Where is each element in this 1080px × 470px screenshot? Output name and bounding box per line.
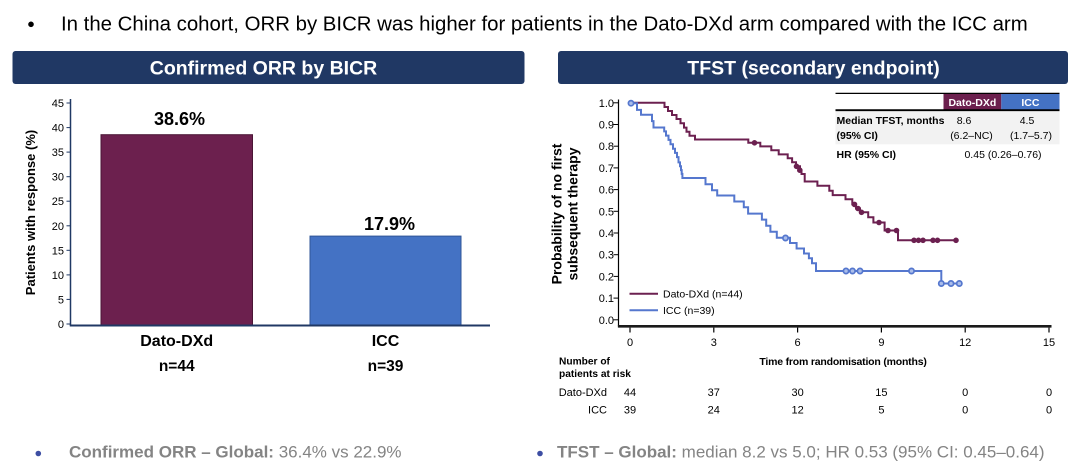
- svg-text:8.6: 8.6: [957, 115, 972, 127]
- svg-text:0: 0: [962, 405, 968, 417]
- svg-text:Number of: Number of: [559, 357, 611, 368]
- svg-text:0.1: 0.1: [599, 293, 614, 305]
- svg-text:6: 6: [795, 337, 801, 349]
- svg-text:9: 9: [878, 337, 884, 349]
- svg-text:20: 20: [52, 221, 64, 233]
- svg-text:5: 5: [878, 405, 884, 417]
- svg-text:(95% CI): (95% CI): [837, 130, 878, 142]
- svg-text:ICC: ICC: [588, 405, 607, 417]
- svg-text:40: 40: [52, 123, 64, 135]
- svg-text:HR (95% CI): HR (95% CI): [837, 149, 897, 161]
- svg-text:Confirmed ORR by BICR: Confirmed ORR by BICR: [150, 58, 378, 80]
- svg-text:30: 30: [52, 172, 64, 184]
- svg-text:ICC: ICC: [372, 333, 400, 350]
- svg-text:17.9%: 17.9%: [364, 214, 415, 234]
- svg-text:subsequent therapy: subsequent therapy: [565, 147, 581, 280]
- svg-text:12: 12: [959, 337, 971, 349]
- svg-text:Dato-DXd (n=44): Dato-DXd (n=44): [663, 288, 743, 300]
- svg-text:4.5: 4.5: [1020, 115, 1035, 127]
- svg-text:39: 39: [624, 405, 636, 417]
- svg-text:44: 44: [624, 387, 636, 399]
- svg-text:In the China cohort, ORR by BI: In the China cohort, ORR by BICR was hig…: [61, 14, 1028, 36]
- svg-text:45: 45: [52, 98, 64, 110]
- svg-text:0.3: 0.3: [599, 250, 614, 262]
- svg-text:37: 37: [708, 387, 720, 399]
- svg-text:TFST – Global: median 8.2 vs 5: TFST – Global: median 8.2 vs 5.0; HR 0.5…: [557, 443, 1045, 462]
- svg-text:ICC (n=39): ICC (n=39): [663, 305, 715, 317]
- svg-text:0.6: 0.6: [599, 185, 614, 197]
- svg-text:0.9: 0.9: [599, 120, 614, 132]
- svg-text:0: 0: [627, 337, 633, 349]
- svg-text:TFST (secondary endpoint): TFST (secondary endpoint): [687, 58, 939, 80]
- svg-text:1.0: 1.0: [599, 98, 614, 110]
- svg-text:Dato-DXd: Dato-DXd: [140, 333, 213, 350]
- svg-text:25: 25: [52, 196, 64, 208]
- svg-text:0: 0: [1046, 405, 1052, 417]
- svg-text:Patients with response (%): Patients with response (%): [23, 130, 38, 295]
- svg-text:38.6%: 38.6%: [154, 109, 205, 129]
- svg-text:Median TFST, months: Median TFST, months: [837, 115, 945, 127]
- svg-text:0.45 (0.26–0.76): 0.45 (0.26–0.76): [964, 149, 1041, 161]
- svg-text:5: 5: [58, 294, 64, 306]
- svg-text:Dato-DXd: Dato-DXd: [559, 387, 607, 399]
- svg-text:35: 35: [52, 147, 64, 159]
- svg-text:0.7: 0.7: [599, 163, 614, 175]
- svg-text:ICC: ICC: [1021, 97, 1040, 109]
- svg-text:0.5: 0.5: [599, 206, 614, 218]
- svg-text:Time from randomisation (month: Time from randomisation (months): [759, 356, 926, 368]
- svg-text:24: 24: [708, 405, 720, 417]
- svg-text:Probability of no first: Probability of no first: [549, 143, 565, 284]
- svg-text:12: 12: [791, 405, 803, 417]
- svg-text:0: 0: [58, 319, 64, 331]
- svg-text:15: 15: [52, 245, 64, 257]
- svg-text:(1.7–5.7): (1.7–5.7): [1010, 130, 1052, 142]
- svg-text:0.8: 0.8: [599, 141, 614, 153]
- svg-text:0.0: 0.0: [599, 315, 614, 327]
- svg-text:3: 3: [711, 337, 717, 349]
- svg-text:Confirmed ORR – Global: 36.4%: Confirmed ORR – Global: 36.4% vs 22.9%: [69, 443, 402, 462]
- svg-text:n=39: n=39: [368, 358, 404, 375]
- svg-text:15: 15: [1043, 337, 1055, 349]
- svg-text:10: 10: [52, 270, 64, 282]
- svg-text:0.4: 0.4: [599, 228, 614, 240]
- svg-text:0: 0: [1046, 387, 1052, 399]
- svg-text:0: 0: [962, 387, 968, 399]
- svg-text:patients at risk: patients at risk: [559, 369, 631, 380]
- svg-text:n=44: n=44: [159, 358, 195, 375]
- svg-text:15: 15: [875, 387, 887, 399]
- svg-text:0.2: 0.2: [599, 271, 614, 283]
- svg-text:(6.2–NC): (6.2–NC): [950, 130, 993, 142]
- svg-text:30: 30: [791, 387, 803, 399]
- svg-text:Dato-DXd: Dato-DXd: [948, 97, 996, 109]
